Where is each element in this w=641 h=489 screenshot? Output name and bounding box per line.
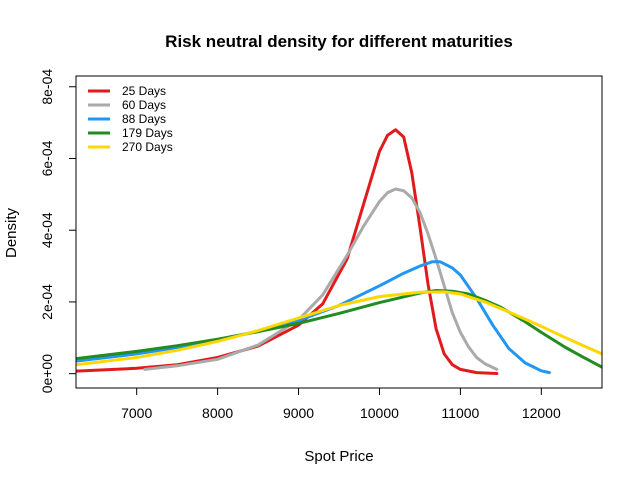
- chart-title: Risk neutral density for different matur…: [165, 32, 513, 51]
- series-line-270-days: [76, 290, 602, 367]
- x-tick-label: 9000: [283, 405, 314, 421]
- plot-frame: [75, 75, 603, 389]
- legend-label: 25 Days: [122, 84, 166, 98]
- y-tick-label: 6e-04: [39, 140, 55, 176]
- series-lines: [76, 128, 602, 375]
- legend-label: 270 Days: [122, 140, 173, 154]
- legend-label: 60 Days: [122, 98, 166, 112]
- x-tick-label: 8000: [202, 405, 233, 421]
- x-tick-label: 11000: [441, 405, 479, 421]
- y-tick-label: 4e-04: [39, 212, 55, 248]
- x-tick-label: 12000: [522, 405, 561, 421]
- y-axis: 0e+00 2e-04 4e-04 6e-04 8e-04: [39, 69, 76, 394]
- x-tick-label: 7000: [121, 405, 152, 421]
- y-tick-label: 8e-04: [39, 69, 55, 105]
- x-axis: 7000 8000 9000 10000 11000 12000: [121, 388, 561, 421]
- y-tick-label: 0e+00: [39, 354, 55, 394]
- y-axis-label: Density: [3, 207, 20, 258]
- x-axis-label: Spot Price: [304, 448, 373, 465]
- legend-label: 88 Days: [122, 112, 166, 126]
- series-line-60-days: [143, 187, 499, 371]
- legend-label: 179 Days: [122, 126, 173, 140]
- y-tick-label: 2e-04: [39, 284, 55, 320]
- x-tick-label: 10000: [360, 405, 399, 421]
